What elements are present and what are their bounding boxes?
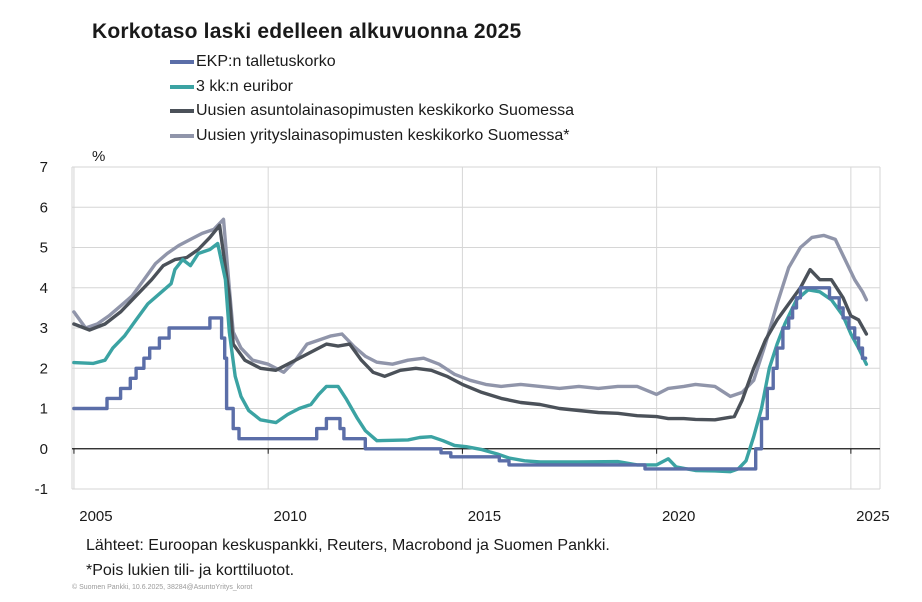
series-line-2: [72, 241, 869, 474]
y-tick-label: -1: [35, 481, 48, 498]
copyright-credit: © Suomen Pankki, 10.6.2025, 38284@Asunto…: [72, 584, 253, 591]
chart-title: Korkotaso laski edelleen alkuvuonna 2025: [92, 20, 522, 43]
legend-label: 3 kk:n euribor: [196, 77, 293, 95]
source-note: Lähteet: Euroopan keskuspankki, Reuters,…: [86, 537, 610, 554]
legend-swatch: [170, 133, 194, 138]
legend-item-corporate-loan-rate: Uusien yrityslainasopimusten keskikorko …: [170, 124, 574, 149]
y-tick-label: 5: [40, 240, 48, 257]
legend-swatch: [170, 84, 194, 89]
x-tick-label: 2015: [468, 508, 501, 525]
y-tick-label: 1: [40, 401, 48, 418]
legend-item-euribor-3m: 3 kk:n euribor: [170, 75, 574, 100]
series-line-4: [72, 217, 869, 399]
y-tick-label: 0: [40, 441, 48, 458]
series-line-1: [72, 286, 868, 471]
y-tick-label: 6: [40, 199, 48, 216]
x-tick-label: 2005: [79, 508, 112, 525]
chart-legend: EKP:n talletuskorko 3 kk:n euribor Uusie…: [170, 50, 574, 148]
legend-label: Uusien asuntolainasopimusten keskikorko …: [196, 102, 574, 119]
legend-label: Uusien yrityslainasopimusten keskikorko …: [196, 126, 570, 144]
legend-label: EKP:n talletuskorko: [196, 53, 336, 70]
legend-swatch: [170, 60, 194, 64]
legend-swatch: [170, 109, 194, 113]
series-lines: [72, 217, 869, 474]
x-tick-label: 2025: [856, 508, 889, 525]
x-tick-label: 2010: [273, 508, 306, 525]
legend-item-housing-loan-rate: Uusien asuntolainasopimusten keskikorko …: [170, 99, 574, 124]
footnote: *Pois lukien tili- ja korttiluotot.: [86, 562, 295, 579]
y-tick-label: 2: [40, 360, 48, 377]
legend-item-ecb-deposit-rate: EKP:n talletuskorko: [170, 50, 574, 75]
x-tick-label: 2020: [662, 508, 695, 525]
x-axis-ticks: 2005 2010 2015 2020 2025: [79, 508, 889, 525]
y-axis-unit-label: %: [92, 148, 106, 165]
y-tick-label: 4: [40, 280, 48, 297]
series-line-3: [72, 223, 869, 422]
y-tick-label: 7: [40, 159, 48, 176]
y-axis-ticks: -1 0 1 2 3 4 5 6 7: [35, 159, 48, 498]
y-tick-label: 3: [40, 320, 48, 337]
